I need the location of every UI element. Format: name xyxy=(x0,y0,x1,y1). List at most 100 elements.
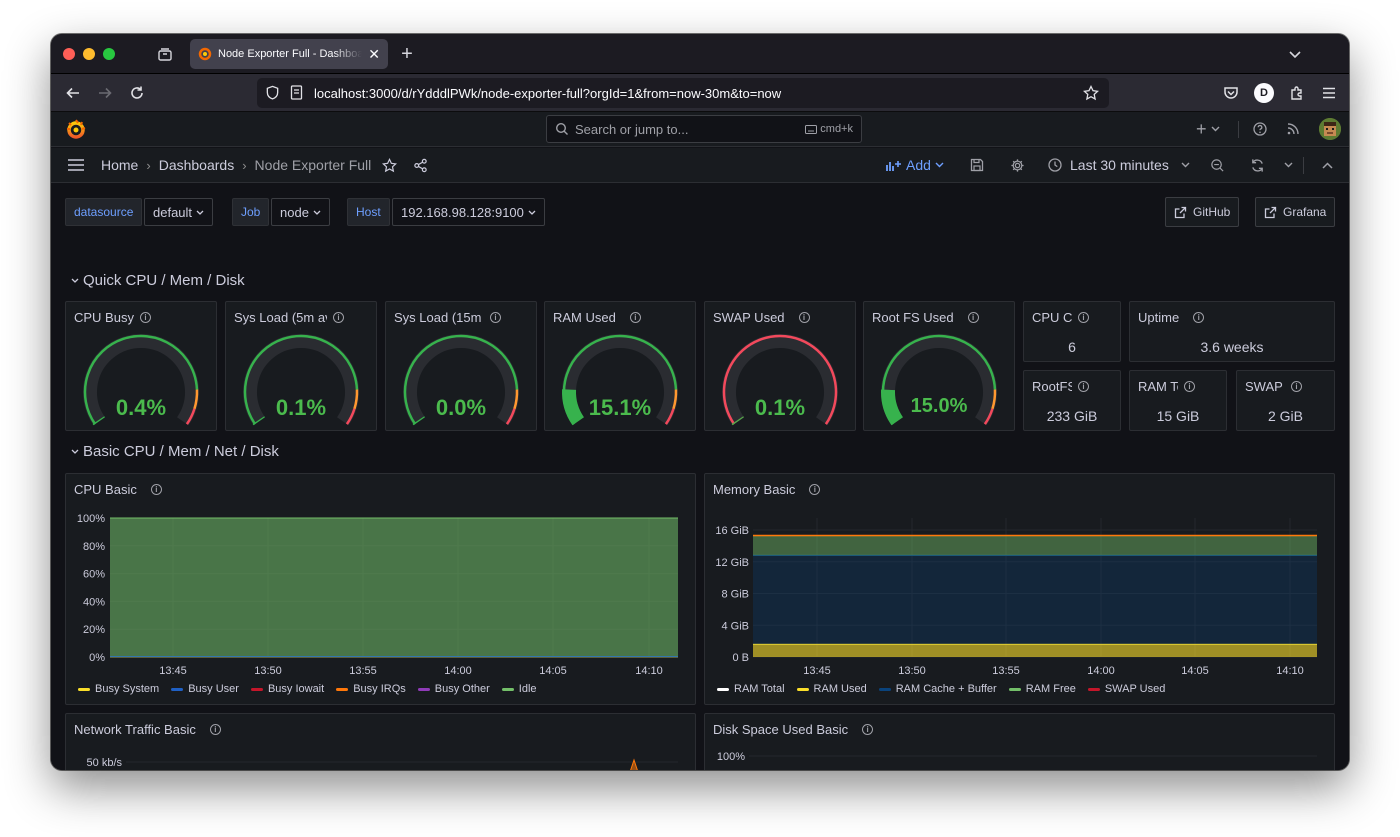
refresh-interval-dropdown[interactable] xyxy=(1280,156,1296,174)
row-quick-cpu-mem-disk[interactable]: Quick CPU / Mem / Disk xyxy=(71,272,245,289)
legend-item[interactable]: Busy IRQs xyxy=(336,683,406,695)
github-link-button[interactable]: GitHub xyxy=(1165,197,1240,227)
info-icon[interactable]: i xyxy=(1193,312,1205,323)
stat-panel-cpu-cores[interactable]: CPU Cores i 6 xyxy=(1023,301,1121,362)
gauge-panel-cpu-busy[interactable]: CPU Busy i 0.4% xyxy=(65,301,217,431)
new-tab-icon[interactable]: + xyxy=(401,42,413,65)
save-dashboard-icon[interactable] xyxy=(968,156,986,174)
breadcrumb-home[interactable]: Home xyxy=(101,157,139,173)
legend-swatch xyxy=(501,687,514,691)
zoom-out-icon[interactable] xyxy=(1208,156,1226,174)
pocket-icon[interactable] xyxy=(1221,83,1241,103)
settings-gear-icon[interactable] xyxy=(1008,156,1026,174)
gauge-panel-sys-load-15m[interactable]: Sys Load (15m avg) i 0.0% xyxy=(385,301,537,431)
info-icon[interactable]: i xyxy=(333,312,344,323)
close-tab-icon[interactable]: ✕ xyxy=(368,45,380,62)
legend-item[interactable]: Busy Iowait xyxy=(250,683,324,695)
legend-item[interactable]: Busy Other xyxy=(417,683,490,695)
panel-cpu-basic[interactable]: CPU Basic i 100% 80% 60% 40% 20% 0% 13:45 13:50 1… xyxy=(65,473,696,705)
hamburger-menu-icon[interactable] xyxy=(66,156,86,174)
star-icon[interactable] xyxy=(380,156,398,174)
gauge-track xyxy=(243,334,359,426)
row-basic-cpu-mem-net-disk[interactable]: Basic CPU / Mem / Net / Disk xyxy=(71,443,279,460)
legend-item[interactable]: RAM Free xyxy=(1008,683,1076,695)
legend-item[interactable]: Busy System xyxy=(78,683,159,695)
legend-item[interactable]: RAM Cache + Buffer xyxy=(878,683,997,695)
legend-item[interactable]: Idle xyxy=(501,683,537,695)
chevron-down-icon xyxy=(71,278,79,283)
info-icon[interactable]: i xyxy=(209,724,221,735)
info-icon[interactable]: i xyxy=(967,312,979,323)
panel-network-traffic-basic[interactable]: Network Traffic Basic i 50 kb/s 0 b/s xyxy=(65,713,696,770)
info-icon[interactable]: i xyxy=(809,484,821,495)
legend-item[interactable]: RAM Total xyxy=(717,683,785,695)
reload-icon[interactable] xyxy=(127,83,147,103)
new-menu-button[interactable]: + xyxy=(1196,119,1220,139)
search-input[interactable]: Search or jump to... cmd+k xyxy=(546,115,862,143)
news-feed-icon[interactable] xyxy=(1284,120,1302,138)
info-icon[interactable]: i xyxy=(150,484,162,495)
info-icon[interactable]: i xyxy=(1078,381,1089,392)
tab-overview-icon[interactable] xyxy=(156,45,174,63)
legend-swatch xyxy=(417,687,430,691)
user-avatar[interactable] xyxy=(1319,118,1341,140)
gauge-panel-swap-used[interactable]: SWAP Used i 0.1% xyxy=(704,301,856,431)
variable-select-job[interactable]: node xyxy=(271,198,330,226)
stat-panel-swap-total[interactable]: SWAP Total i 2 GiB xyxy=(1236,370,1335,431)
info-icon[interactable]: i xyxy=(1291,381,1302,392)
browser-tab[interactable]: Node Exporter Full - Dashboards - Grafan… xyxy=(190,39,388,69)
gauge-panel-sys-load-5m[interactable]: Sys Load (5m avg) i 0.1% xyxy=(225,301,377,431)
minimize-window-button[interactable] xyxy=(83,48,95,60)
panel-disk-space-used-basic[interactable]: Disk Space Used Basic i 100% 80% xyxy=(704,713,1335,770)
page-info-icon[interactable] xyxy=(290,85,303,100)
back-icon[interactable] xyxy=(63,83,83,103)
time-picker-button[interactable]: Last 30 minutes xyxy=(1048,156,1190,174)
variable-select-datasource[interactable]: default xyxy=(144,198,214,226)
stat-panel-ram-total[interactable]: RAM Total i 15 GiB xyxy=(1129,370,1227,431)
info-icon[interactable]: i xyxy=(1078,312,1089,323)
gauge-panel-ram-used[interactable]: RAM Used i 15.1% xyxy=(544,301,696,431)
stat-value: 3.6 weeks xyxy=(1200,339,1264,355)
gauge-value-arc xyxy=(731,416,744,426)
legend-item[interactable]: RAM Used xyxy=(796,683,867,695)
list-tabs-icon[interactable] xyxy=(1286,45,1304,63)
info-icon[interactable]: i xyxy=(490,312,501,323)
stat-panel-rootfs-total[interactable]: RootFS Total i 233 GiB xyxy=(1023,370,1121,431)
refresh-icon[interactable] xyxy=(1248,156,1266,174)
variable-label-datasource: datasource xyxy=(65,198,143,226)
share-icon[interactable] xyxy=(411,156,429,174)
legend-item[interactable]: Busy User xyxy=(171,683,239,695)
tracking-protection-icon[interactable] xyxy=(265,85,280,100)
variable-select-host[interactable]: 192.168.98.128:9100 xyxy=(392,198,545,226)
panel-title-text: Network Traffic Basic xyxy=(74,722,196,737)
grafana-logo-icon[interactable] xyxy=(65,118,87,143)
panel-title: SWAP Used i xyxy=(713,310,810,325)
x-tick-label: 14:00 xyxy=(1087,665,1115,677)
zoom-window-button[interactable] xyxy=(103,48,115,60)
add-panel-button[interactable]: Add xyxy=(886,156,944,174)
legend-item[interactable]: SWAP Used xyxy=(1087,683,1165,695)
menu-icon[interactable] xyxy=(1319,83,1339,103)
panel-title-text: RootFS Total xyxy=(1032,379,1072,394)
info-icon[interactable]: i xyxy=(629,312,641,323)
panel-title-text: Root FS Used xyxy=(872,310,954,325)
info-icon[interactable]: i xyxy=(139,312,151,323)
chevron-down-icon xyxy=(196,210,204,215)
gauge-panel-root-fs-used[interactable]: Root FS Used i 15.0% xyxy=(863,301,1015,431)
bookmark-star-icon[interactable] xyxy=(1083,85,1099,101)
legend-label: Idle xyxy=(518,683,537,695)
extensions-icon[interactable] xyxy=(1287,83,1307,103)
close-window-button[interactable] xyxy=(63,48,75,60)
profile-avatar[interactable]: D xyxy=(1254,83,1274,103)
info-icon[interactable]: i xyxy=(862,724,874,735)
collapse-navbar-icon[interactable] xyxy=(1318,156,1336,174)
info-icon[interactable]: i xyxy=(798,312,810,323)
breadcrumb-dashboards[interactable]: Dashboards xyxy=(158,157,235,173)
info-icon[interactable]: i xyxy=(1184,381,1195,392)
forward-icon[interactable] xyxy=(95,83,115,103)
help-icon[interactable] xyxy=(1251,120,1269,138)
stat-panel-uptime[interactable]: Uptime i 3.6 weeks xyxy=(1129,301,1335,362)
address-bar[interactable]: localhost:3000/d/rYdddlPWk/node-exporter… xyxy=(257,78,1109,108)
grafana-link-button[interactable]: Grafana xyxy=(1255,197,1336,227)
